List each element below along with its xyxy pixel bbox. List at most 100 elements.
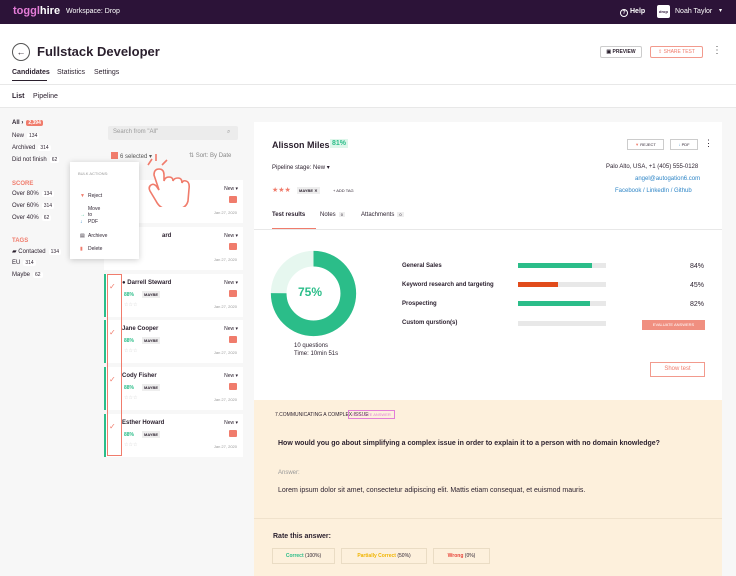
bulk-archive[interactable]: ▤Archieve [80,233,107,239]
add-tag-button[interactable]: + ADD TAG [333,188,354,193]
answer-section [254,400,722,576]
subtab-list[interactable]: List [12,93,25,100]
workspace-label[interactable]: Workspace: Drop [66,8,120,15]
user-name[interactable]: Noah Taylor [675,8,713,15]
arrow-right-icon: → [80,212,85,218]
candidate-card[interactable]: ✓ Cody Fisher 88% MAYBE ☆☆☆ New ▾ Jan 27, 2020 [104,367,243,410]
checkbox-checked-icon[interactable]: ✓ [109,328,116,337]
skill-name: Keyword research and targeting [402,282,494,288]
tab-test-results[interactable]: Test results [272,212,306,218]
social-links[interactable]: Facebook / LinkedIn / Github [615,188,692,194]
candidate-location: Palo Alto, USA, +1 (405) 555-0128 [606,164,699,170]
checkbox-checked-icon[interactable]: ✓ [109,375,116,384]
subtab-pipeline[interactable]: Pipeline [33,93,58,100]
pdf-button[interactable]: ↓ PDF [670,139,698,150]
status-badge [229,383,237,390]
sort-dropdown[interactable]: ⇅ Sort: By Date [189,153,232,159]
tab-attachments[interactable]: Attachments 0 [361,212,404,218]
tab-notes[interactable]: Notes 0 [320,212,345,218]
evaluate-answers-button[interactable]: EVALUATE ANSWERS [642,320,705,330]
rate-correct-button[interactable]: Correct (100%) [272,548,335,564]
close-icon[interactable]: ✕ [314,188,318,193]
tab-settings[interactable]: Settings [94,69,120,76]
score-heading: SCORE [12,181,34,187]
help-link[interactable]: ? Help [620,8,645,17]
tag-icon: ▰ [12,249,19,255]
select-all-checkbox[interactable] [111,152,118,159]
chevron-down-icon[interactable]: ▾ [719,8,723,14]
evaluate-answer-button[interactable]: EVALUATE ANSWER [348,410,395,419]
skill-percent: 84% [690,263,705,270]
candidate-email[interactable]: angel@autogation6.com [635,176,701,182]
candidate-card[interactable]: ✓ ● Darrell Steward 88% MAYBE ☆☆☆ New ▾ Jan 27… [104,274,243,317]
rate-heading: Rate this answer: [273,533,331,540]
more-options-icon[interactable]: ⋮ [712,45,722,56]
download-icon: ↓ [678,142,681,147]
divider [254,229,722,230]
share-test-button[interactable]: ⇪ SHARE TEST [650,46,703,58]
star-rating[interactable]: ★★★ [272,187,291,194]
bulk-actions-title: BULK ACTIONS: [78,171,109,176]
skill-bar [518,321,606,326]
bulk-delete[interactable]: ▮ Delete [80,246,103,252]
question-count: 10 questions [294,343,329,349]
avatar[interactable]: drop [657,5,670,18]
skill-name: Prospecting [402,301,437,307]
star-rating[interactable]: ☆☆☆ [124,348,138,354]
search-input[interactable]: Search from "All" [108,126,238,140]
rate-partial-button[interactable]: Partially Correct (50%) [341,548,427,564]
skill-percent: 82% [690,301,705,308]
selected-count[interactable]: 6 selected ▾ [111,152,152,160]
filter-archived[interactable]: Archived 314 [12,145,51,151]
tab-statistics[interactable]: Statistics [57,69,86,76]
page-header [0,24,736,108]
skill-name: Custom qurstion(s) [402,320,458,326]
preview-button[interactable]: ▣ PREVIEW [600,46,642,58]
tag-maybe[interactable]: MAYBE ✕ [297,187,320,194]
question-text: How would you go about simplifying a com… [278,440,660,447]
candidate-card[interactable]: ✓ Esther Howard 88% MAYBE ☆☆☆ New ▾ Jan 27, 20… [104,414,243,457]
filter-tag-maybe[interactable]: Maybe 62 [12,272,43,278]
filter-score-60[interactable]: Over 60% 314 [12,203,55,209]
candidate-score: 81% [330,139,349,148]
page-title: Fullstack Developer [37,44,160,59]
skill-percent: 45% [690,282,705,289]
filter-new[interactable]: New 134 [12,133,40,139]
help-icon: ? [620,9,628,17]
filter-score-80[interactable]: Over 80% 134 [12,191,55,197]
bulk-move-to[interactable]: →Move to [80,206,101,218]
trash-icon: ▮ [80,246,83,252]
checkbox-checked-icon[interactable]: ✓ [109,422,116,431]
answer-label: Answer: [278,470,300,476]
candidate-card[interactable]: ✓ Jane Cooper 88% MAYBE ☆☆☆ New ▾ Jan 27, 2020 [104,320,243,363]
star-rating[interactable]: ☆☆☆ [124,302,138,308]
show-test-button[interactable]: Show test [650,362,705,377]
time-taken: Time: 10min 51s [294,351,339,357]
divider [0,107,736,108]
filter-tag-eu[interactable]: EU 314 [12,260,36,266]
answer-text: Lorem ipsum dolor sit amet, consectetur … [278,487,586,494]
checkbox-checked-icon[interactable]: ✓ [109,282,116,291]
more-options-icon[interactable]: ⋮ [704,138,713,148]
star-rating[interactable]: ☆☆☆ [124,442,138,448]
back-button[interactable]: ← [12,43,30,61]
rate-wrong-button[interactable]: Wrong (0%) [433,548,490,564]
pipeline-stage-dropdown[interactable]: Pipeline stage: New ▾ [272,165,330,171]
filter-all[interactable]: All › 2,394 [12,120,43,126]
thumbs-down-icon: ▼ [80,193,85,199]
bulk-reject[interactable]: ▼ Reject [80,193,103,199]
bulk-actions-menu [70,162,139,259]
filter-did-not-finish[interactable]: Did not finish 62 [12,157,60,163]
reject-button[interactable]: ▼ REJECT [627,139,664,150]
bulk-pdf[interactable]: ↓ PDF [80,219,98,225]
status-badge [229,430,237,437]
search-icon: ⌕ [227,129,231,135]
filter-score-40[interactable]: Over 40% 62 [12,215,52,221]
tab-underline [12,80,47,81]
tab-candidates[interactable]: Candidates [12,69,50,76]
download-icon: ↓ [80,219,83,225]
archive-icon: ▤ [80,233,85,239]
filter-tag-contacted[interactable]: ▰ Contacted 134 [12,249,61,255]
logo[interactable]: togglhire [13,5,61,17]
star-rating[interactable]: ☆☆☆ [124,395,138,401]
